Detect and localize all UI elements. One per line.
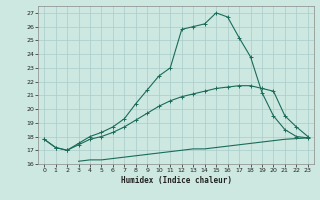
X-axis label: Humidex (Indice chaleur): Humidex (Indice chaleur): [121, 176, 231, 185]
